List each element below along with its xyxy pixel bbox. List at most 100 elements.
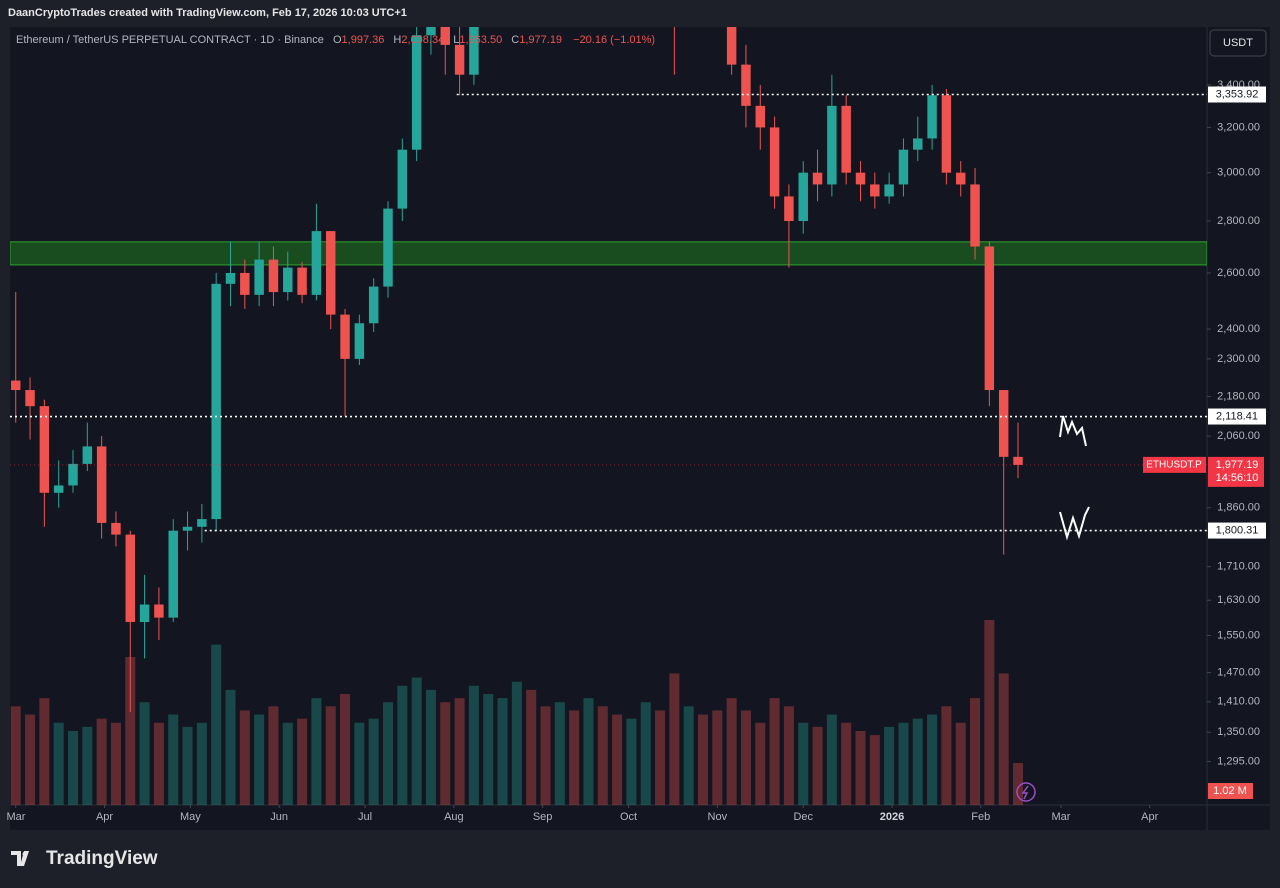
y-tick-label: 2,600.00 [1217,267,1260,279]
currency-label[interactable]: USDT [1223,37,1253,49]
candle-body [11,380,21,391]
level-tag [1208,408,1266,425]
volume-bar [798,722,809,805]
symbol-label: ETHUSDT.P [1146,460,1202,471]
volume-bar [755,722,766,805]
candle-body [970,184,980,247]
brand-icon [22,851,28,857]
annotation-squiggle [1059,415,1087,447]
volume-bar [454,698,465,805]
volume-bar [597,706,608,805]
volume-bar [325,706,336,805]
x-tick-label: Feb [971,811,990,823]
volume-bar [39,698,50,805]
volume-bar [526,689,537,805]
x-tick-label: Oct [620,811,637,823]
volume-bar [669,673,680,805]
y-tick-label: 1,410.00 [1217,696,1260,708]
x-tick-label: Jun [270,811,288,823]
candle-body [154,604,164,618]
candle-body [870,184,880,197]
candle-body [827,105,837,185]
x-tick-label: Jul [358,811,372,823]
x-tick-label: 2026 [880,811,904,823]
volume-bar [569,710,580,805]
level-label: 3,353.92 [1216,88,1259,100]
volume-bar [311,698,322,805]
legend-value: 1,963.50 [459,34,502,46]
volume-bar [640,702,651,805]
legend-key: H [393,34,401,46]
candle-body [440,27,450,45]
candle-body [383,208,393,287]
volume-bar [425,689,436,805]
volume-bar [884,726,895,805]
candle-body [182,526,193,531]
volume-bar [297,718,308,805]
volume-bar [440,702,451,805]
candle-body [1013,456,1023,465]
volume-tag [1208,783,1253,799]
volume-bar [382,702,394,805]
y-tick-label: 3,000.00 [1217,167,1260,179]
y-tick-label: 1,470.00 [1217,667,1260,679]
legend-key: L [453,34,459,46]
x-tick-label: Sep [533,811,553,823]
candle-body [913,138,923,150]
legend-value: 1,977.19 [519,34,562,46]
plot-area [10,27,1207,805]
candle-body [240,272,250,295]
x-tick-label: May [180,811,201,823]
support-zone [10,241,1207,266]
volume-bar [196,722,207,805]
y-tick-label: 2,060.00 [1217,430,1260,442]
x-tick-label: Apr [1141,811,1158,823]
level-tag [1208,86,1266,103]
level-tag [1208,522,1266,539]
volume-bar [139,702,150,805]
volume-bar [497,698,508,805]
volume-bar [955,722,966,805]
volume-bar [368,718,379,805]
volume-bar [82,726,93,805]
candle-body [469,27,479,75]
x-tick-label: Apr [96,811,113,823]
volume-bar [812,726,823,805]
volume-bar [110,722,121,805]
candle-body [254,259,264,295]
x-tick-label: Nov [708,811,728,823]
volume-bar [998,673,1009,805]
volume-bar [25,714,36,805]
y-tick-label: 3,200.00 [1217,121,1260,133]
candle-body [311,231,322,295]
candle-body [268,259,279,293]
candle-body [168,530,178,618]
alert-icon[interactable] [1016,782,1036,802]
volume-bar [397,685,408,805]
candle-body [741,64,751,106]
currency-button[interactable] [1209,29,1267,57]
volume-bar [912,718,923,805]
candle-body [784,196,794,222]
candle-body [197,519,207,527]
candle-body [225,272,236,284]
level-label: 2,118.41 [1216,410,1258,422]
candle-body [812,172,823,185]
candle-body [755,105,765,128]
volume-bar [583,698,594,805]
axis-group: 3,400.003,200.003,000.002,800.002,600.00… [7,79,1266,823]
volume-bar [254,714,265,805]
y-tick-label: 2,800.00 [1217,215,1260,227]
y-tick-label: 1,860.00 [1217,502,1260,514]
volume-bar [153,722,164,805]
plot-group [10,27,1207,805]
volume-bar [225,689,236,805]
volume-bar [697,714,709,805]
candle-body [368,286,379,324]
volume-bar [683,706,694,805]
legend-key: O [333,34,342,46]
candle-body [125,534,135,623]
y-tick-label: 2,180.00 [1217,390,1260,402]
y-tick-label: 1,550.00 [1217,629,1260,641]
